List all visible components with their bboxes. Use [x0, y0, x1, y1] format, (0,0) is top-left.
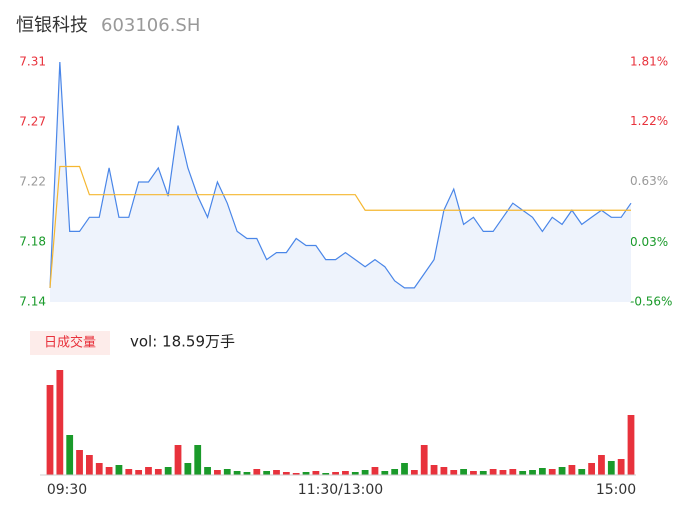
volume-bar [410, 470, 418, 475]
volume-bar [86, 455, 93, 475]
volume-bar [342, 471, 349, 475]
volume-legend: 日成交量 [44, 335, 96, 351]
volume-bar [204, 467, 211, 475]
x-tick-label: 09:30 [47, 482, 87, 498]
price-area [50, 62, 631, 302]
volume-bar [194, 445, 202, 475]
volume-bar [273, 470, 280, 475]
y-tick-label: 7.18 [19, 235, 46, 249]
volume-bar [519, 471, 527, 475]
stock-code: 603106.SH [101, 15, 200, 36]
y-tick-label: 7.14 [19, 295, 46, 309]
volume-bar [115, 465, 123, 475]
volume-bar [430, 465, 438, 475]
x-tick-label: 15:00 [596, 482, 636, 498]
volume-bar [214, 470, 221, 475]
volume-bar [76, 450, 83, 475]
y2-tick-label: -0.56% [630, 295, 672, 309]
volume-bar [56, 370, 64, 475]
y2-tick-label: 1.81% [630, 55, 668, 69]
volume-bar [509, 469, 517, 475]
volume-bar [312, 471, 320, 475]
volume-bar [588, 463, 595, 475]
y-tick-label: 7.27 [19, 115, 46, 129]
volume-bar [440, 467, 448, 475]
volume-bar [470, 471, 477, 475]
stock-name: 恒银科技 [16, 15, 88, 36]
volume-bar [233, 471, 241, 475]
y2-tick-label: 1.22% [630, 114, 668, 128]
volume-bar [420, 445, 428, 475]
volume-bar [154, 469, 162, 475]
volume-bar [627, 415, 635, 475]
volume-bar [391, 469, 399, 475]
volume-summary: vol: 18.59万手 [130, 333, 235, 351]
series-line [49, 61, 632, 289]
volume-bar [66, 435, 74, 475]
volume-bar [332, 472, 339, 475]
volume-bar [529, 470, 536, 475]
volume-bar [381, 471, 389, 475]
volume-bar [135, 470, 143, 475]
volume-bar [174, 445, 182, 475]
volume-bar [538, 468, 546, 475]
volume-bar [460, 469, 467, 475]
volume-bar [145, 467, 152, 475]
y2-tick-label: 0.63% [630, 174, 668, 188]
y-tick-label: 7.31 [19, 55, 46, 69]
volume-bar [282, 472, 290, 475]
volume-bar [95, 463, 103, 475]
volume-bar [499, 470, 507, 475]
volume-bar [361, 470, 369, 475]
y-tick-label: 7.22 [19, 175, 46, 189]
volume-bar [558, 467, 566, 475]
volume-bar [568, 465, 576, 475]
volume-bar [164, 467, 172, 475]
volume-bar [479, 471, 487, 475]
series-line [49, 165, 631, 288]
y2-tick-label: 0.03% [630, 235, 668, 249]
volume-bar [253, 469, 261, 475]
x-tick-label: 11:30/13:00 [298, 482, 383, 498]
volume-bar [46, 385, 54, 475]
volume-bar [548, 469, 556, 475]
volume-bar [184, 463, 192, 475]
volume-bar [401, 463, 408, 475]
legend-box [30, 331, 110, 355]
volume-bar [598, 455, 605, 475]
volume-bar [371, 467, 379, 475]
volume-bar [351, 472, 359, 475]
volume-bar [263, 471, 271, 475]
volume-bar [322, 473, 330, 475]
volume-bar [302, 472, 310, 475]
volume-bar [292, 473, 300, 475]
volume-bar [223, 469, 231, 475]
volume-bar [489, 469, 497, 475]
volume-bar [578, 469, 586, 475]
volume-bar [125, 469, 133, 475]
volume-bar [607, 461, 615, 475]
volume-bar [105, 467, 113, 475]
volume-bar [617, 459, 625, 475]
volume-bar [243, 472, 251, 475]
volume-bar [450, 470, 458, 475]
